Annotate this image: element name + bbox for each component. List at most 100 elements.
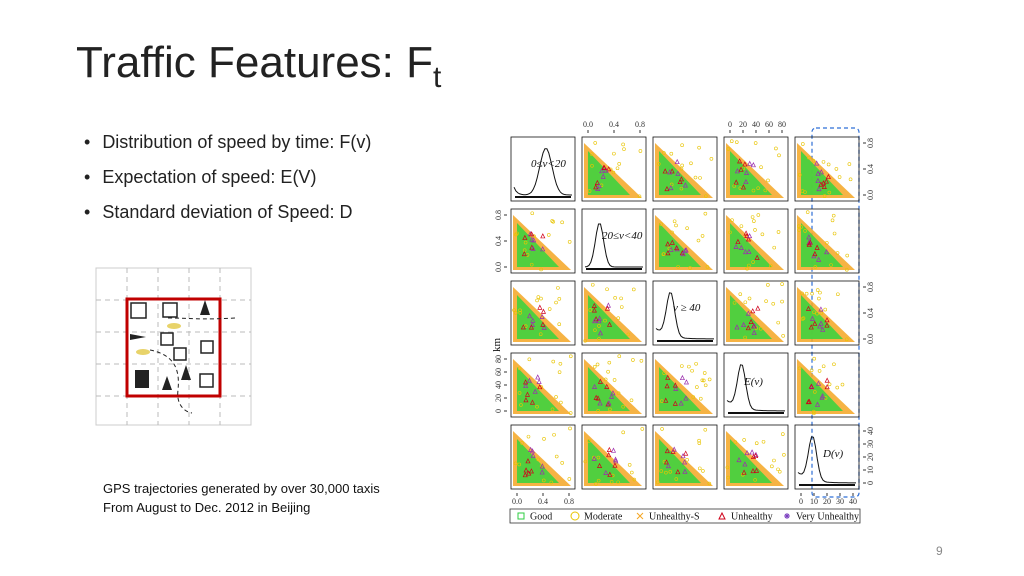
cloud-marker [818, 320, 824, 326]
cloud-marker [535, 374, 541, 380]
cloud-marker [537, 304, 543, 310]
cloud-marker [674, 244, 680, 251]
cloud-point [669, 182, 674, 187]
cloud-marker [596, 462, 603, 468]
cloud-marker [663, 397, 669, 403]
axis-tick-label: 40 [849, 497, 857, 506]
cloud-point [812, 411, 816, 416]
legend-marker [570, 511, 580, 521]
cloud-point [821, 160, 826, 164]
axis-tick-label: 0.4 [866, 164, 875, 174]
cloud-point [659, 469, 664, 473]
cloud-green [730, 151, 772, 195]
cloud-marker [522, 472, 528, 478]
cloud-marker [806, 234, 812, 240]
cloud-marker [674, 158, 680, 165]
axis-tick-label: 0.8 [866, 282, 875, 292]
cloud-marker [683, 247, 689, 253]
cloud-marker [612, 456, 619, 462]
density-curve [726, 364, 785, 412]
panel-frame [652, 352, 718, 418]
cloud-green [801, 295, 843, 339]
cloud-point [551, 219, 556, 224]
cloud-marker [606, 321, 613, 327]
cloud-point [690, 368, 694, 373]
cloud-marker [525, 458, 531, 464]
cloud-point [619, 296, 623, 301]
cloud-point [674, 223, 678, 228]
cloud-point [745, 266, 749, 271]
axis-tick-label: 0.8 [866, 138, 875, 148]
panel-frame [723, 424, 789, 490]
cloud-point [743, 335, 747, 340]
cloud-marker [824, 249, 830, 255]
cloud-marker [744, 232, 750, 238]
matrix-panel [581, 280, 647, 346]
cloud-point [606, 369, 610, 374]
cloud-point [517, 391, 522, 395]
panel-frame [794, 136, 860, 202]
cloud-marker [596, 182, 602, 189]
cloud-marker [745, 310, 751, 316]
cloud-marker [613, 458, 619, 464]
cloud-point [629, 398, 634, 403]
cloud-point [558, 361, 563, 366]
matrix-panel: E(v) [723, 352, 789, 418]
cloud-marker [540, 308, 547, 314]
diagonal-label: D(v) [822, 448, 843, 460]
cloud-point [594, 482, 598, 486]
cloud-marker [743, 178, 749, 185]
cloud-point [560, 220, 564, 225]
cloud-point [840, 382, 845, 387]
cloud-point [801, 142, 805, 146]
cloud-marker [683, 395, 689, 401]
cloud-marker [751, 323, 757, 329]
cloud-marker [738, 166, 744, 172]
cloud-point [726, 475, 730, 480]
cloud-point [825, 241, 829, 245]
cloud-point [782, 452, 786, 457]
cloud-point [831, 213, 836, 218]
density-curve [584, 223, 643, 268]
cloud-marker [540, 246, 546, 252]
cloud-point [800, 291, 804, 296]
cloud-marker [664, 447, 670, 454]
cloud-point [535, 298, 539, 303]
cloud-marker [675, 469, 681, 475]
cloud-marker [526, 470, 532, 476]
cloud-point [549, 480, 554, 485]
cloud-point [554, 300, 558, 305]
panel-frame [581, 136, 647, 202]
axis-tick-label: 30 [836, 497, 844, 506]
cloud-point [637, 194, 642, 199]
cloud-point [726, 147, 731, 151]
cloud-point [807, 155, 811, 160]
cloud-point [777, 153, 781, 158]
cloud-marker [662, 168, 668, 174]
cloud-point [801, 316, 806, 320]
cloud-point [725, 465, 730, 470]
cloud-point [522, 248, 527, 252]
cloud-point [560, 461, 564, 465]
cloud-green [517, 295, 559, 339]
cloud-marker [601, 164, 607, 170]
matrix-panel [723, 208, 789, 274]
cloud-point [688, 266, 692, 270]
cloud-marker [745, 236, 752, 242]
cloud-marker [667, 169, 673, 175]
cloud-point [776, 230, 781, 234]
cloud-marker [597, 378, 603, 384]
cloud-marker [823, 178, 829, 184]
matrix-panel [581, 352, 647, 418]
cloud-marker [808, 383, 814, 389]
cloud-point [700, 234, 705, 238]
cloud-marker [742, 461, 748, 467]
cloud-point [703, 211, 708, 216]
cloud-marker [812, 250, 818, 257]
panel-frame [723, 352, 789, 418]
axis-tick-label: 0.4 [538, 497, 548, 506]
cloud-marker [597, 330, 604, 336]
cloud-point [526, 434, 531, 439]
cloud-point [811, 409, 816, 414]
cloud-marker [523, 379, 529, 385]
